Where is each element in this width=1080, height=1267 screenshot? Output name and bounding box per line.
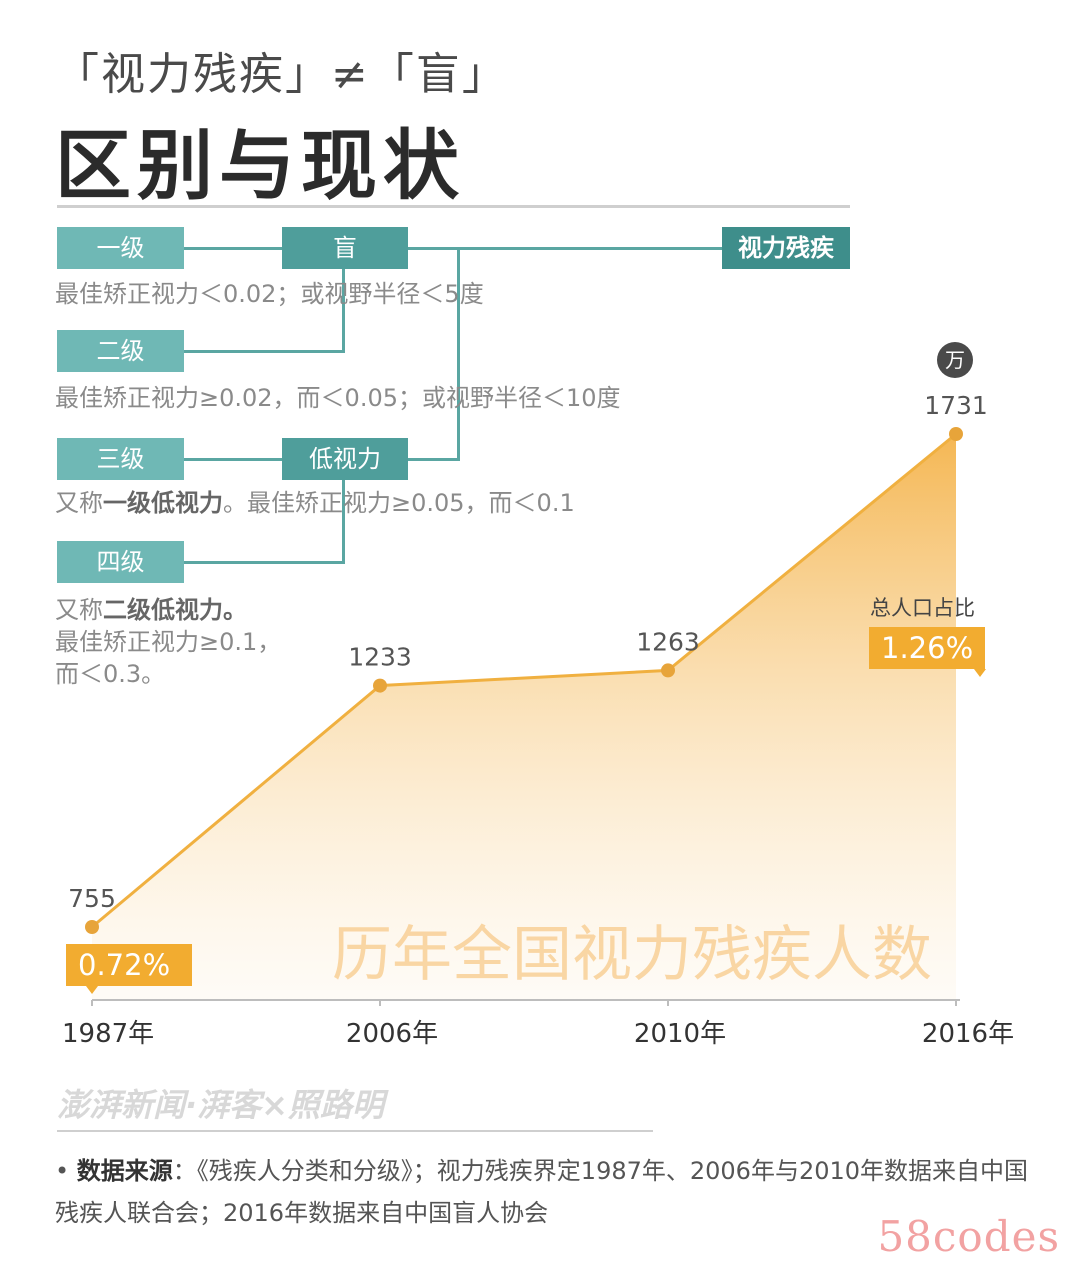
series-line (91, 432, 957, 929)
data-label: 755 (68, 884, 116, 913)
low-vision-box: 低视力 (282, 438, 408, 480)
chart-title: 历年全国视力残疾人数 (332, 920, 932, 990)
data-point (85, 920, 99, 934)
level-4-box: 四级 (57, 541, 184, 583)
data-label: 1263 (636, 627, 700, 656)
connector-line (406, 458, 460, 461)
blind-box: 盲 (282, 227, 408, 269)
page-title: 区别与现状 (55, 121, 465, 210)
connector-line (342, 479, 345, 563)
x-tick-label: 2016年 (922, 1019, 1014, 1049)
share-tag-pointer (86, 986, 98, 994)
data-source: • 数据来源：《残疾人分类和分级》；视力残疾界定1987年、2006年与2010… (55, 1157, 1029, 1227)
data-point (661, 663, 675, 678)
share-tag-1987: 0.72% (66, 944, 192, 986)
level-2-box: 二级 (57, 330, 184, 372)
data-label: 1233 (348, 643, 412, 672)
connector-line (457, 249, 460, 460)
x-tick-label: 2010年 (634, 1019, 726, 1049)
connector-line (184, 458, 284, 461)
area-fill (92, 434, 956, 1000)
data-point (949, 427, 963, 441)
connector-line (184, 561, 345, 564)
level-3-box: 三级 (57, 438, 184, 480)
level-1-box: 一级 (57, 227, 184, 269)
share-tag-pointer (974, 669, 986, 677)
visual-disability-box: 视力残疾 (722, 227, 850, 269)
brand-divider (57, 1130, 653, 1132)
x-tick-label: 2006年 (346, 1019, 438, 1049)
title-divider (57, 205, 850, 208)
subtitle: 「视力残疾」≠「盲」 (55, 49, 508, 100)
unit-badge: 万 (937, 342, 973, 378)
share-label: 总人口占比 (870, 596, 975, 620)
data-point (373, 678, 387, 693)
data-label: 1731 (924, 391, 988, 420)
level-2-desc: 最佳矫正视力≥0.02，而＜0.05；或视野半径＜10度 (55, 384, 621, 412)
connector-line (184, 247, 724, 250)
level-4-desc: 又称二级低视力。 最佳矫正视力≥0.1， 而＜0.3。 (55, 596, 282, 688)
connector-line (342, 268, 345, 352)
watermark: 58codes (877, 1212, 1060, 1261)
level-3-desc: 又称一级低视力。最佳矫正视力≥0.05，而＜0.1 (55, 489, 575, 517)
share-tag-2016: 1.26% (869, 627, 986, 669)
brand-credit: 澎湃新闻·湃客×照路明 (57, 1086, 384, 1124)
connector-line (184, 350, 345, 353)
level-1-desc: 最佳矫正视力＜0.02；或视野半径＜5度 (55, 280, 484, 308)
x-tick-label: 1987年 (62, 1019, 154, 1049)
